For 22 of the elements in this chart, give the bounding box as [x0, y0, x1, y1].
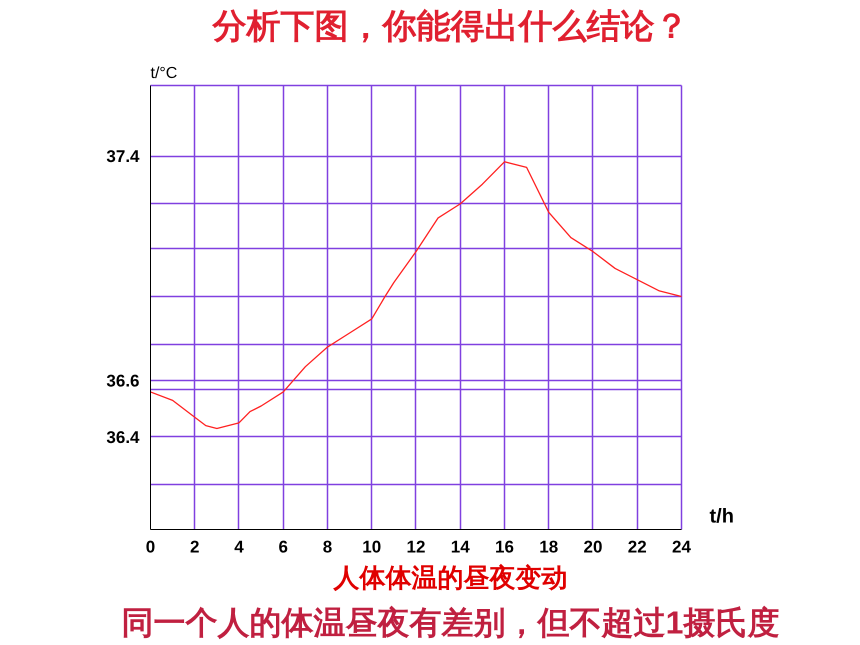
- x-tick-label: 6: [278, 538, 288, 556]
- text: 人体体温的昼夜变动: [332, 562, 568, 592]
- x-tick-label: 14: [450, 538, 470, 556]
- x-tick-label: 20: [584, 538, 602, 556]
- text: 同一个人的体温昼夜有差别，但不超过1摄氏度: [122, 604, 780, 640]
- line-series: [150, 161, 682, 430]
- x-tick-label: 0: [146, 538, 156, 556]
- x-tick-label: 2: [190, 538, 200, 556]
- x-tick-label: 4: [234, 538, 244, 556]
- chart-title: 分析下图，你能得出什么结论？: [212, 8, 688, 46]
- x-axis-title: t/h: [709, 506, 734, 528]
- x-tick-label: 10: [362, 538, 382, 556]
- y-tick-label: 36.4: [106, 428, 140, 447]
- y-tick-label: 36.6: [106, 372, 140, 391]
- x-tick-label: 12: [406, 538, 426, 556]
- y-axis-title: t/°C: [150, 64, 178, 82]
- x-tick-label: 16: [495, 538, 514, 556]
- x-tick-label: 8: [322, 538, 332, 556]
- y-tick-label: 37.4: [106, 147, 140, 166]
- x-tick-label: 22: [628, 538, 647, 556]
- x-tick-label: 18: [539, 538, 558, 556]
- x-tick-label: 24: [672, 538, 692, 556]
